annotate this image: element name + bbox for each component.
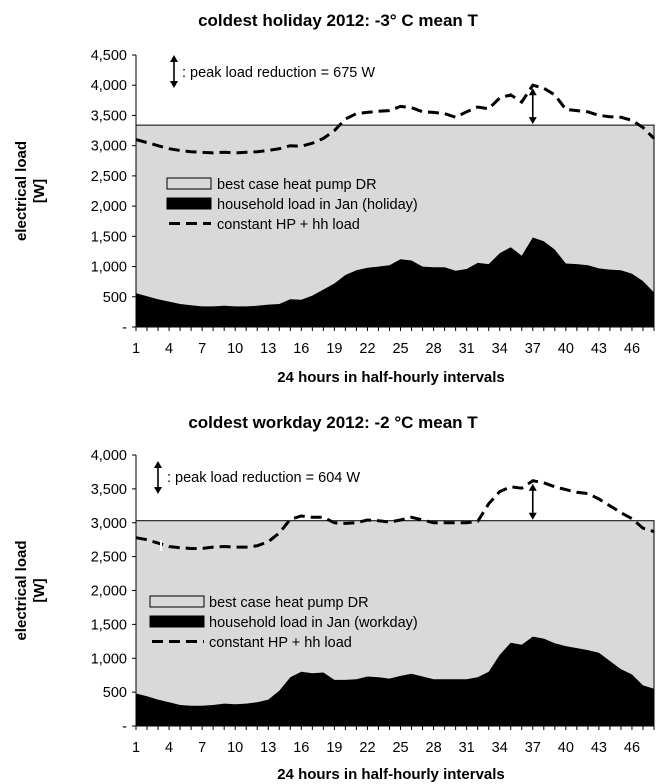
x-tick-label: 28	[426, 341, 442, 357]
arrow-head-down	[528, 512, 537, 520]
x-tick-label: 37	[525, 341, 541, 357]
arrow-head-down	[528, 117, 537, 125]
chart-title: coldest holiday 2012: -3° C mean T	[198, 11, 478, 30]
x-tick-label: 19	[326, 341, 342, 357]
y-tick-label: 4,000	[91, 448, 127, 464]
y-tick-label: 1,500	[91, 229, 127, 245]
y-tick-label: -	[122, 719, 127, 735]
peak-reduction-arrow	[528, 88, 537, 125]
x-tick-label: 1	[132, 740, 140, 756]
peak-reduction-arrow	[528, 483, 537, 520]
x-tick-label: 43	[591, 740, 607, 756]
y-tick-label: -	[122, 320, 127, 336]
x-tick-label: 7	[198, 740, 206, 756]
arrow-head-down	[154, 487, 162, 494]
constant-hp-hh-line	[135, 83, 656, 155]
household-load-area	[136, 636, 654, 726]
y-tick-label: 4,000	[91, 78, 127, 94]
y-tick-label: 3,000	[91, 139, 127, 155]
x-tick-label: 34	[492, 341, 508, 357]
y-tick-label: 3,000	[91, 516, 127, 532]
x-axis-label: 24 hours in half-hourly intervals	[277, 369, 505, 386]
y-tick-label: 4,500	[91, 48, 127, 64]
y-tick-label: 2,000	[91, 199, 127, 215]
x-tick-label: 22	[359, 740, 375, 756]
y-tick-label: 1,000	[91, 651, 127, 667]
peak-reduction-annotation: : peak load reduction = 675 W	[182, 65, 375, 81]
y-tick-label: 500	[103, 685, 127, 701]
legend-label: best case heat pump DR	[217, 177, 377, 193]
x-tick-label: 40	[558, 341, 574, 357]
y-tick-label: 3,500	[91, 482, 127, 498]
arrow-head-up	[154, 461, 162, 468]
x-tick-label: 7	[198, 341, 206, 357]
household-load-area	[136, 237, 654, 327]
arrow-head-up	[528, 88, 537, 96]
annotation-arrow	[154, 461, 162, 494]
arrow-head-up	[170, 55, 178, 62]
legend-swatch	[166, 177, 212, 190]
x-tick-label: 37	[525, 740, 541, 756]
y-axis-label-line-1: electrical load	[13, 141, 30, 241]
chart-2: coldest workday 2012: -2 °C mean T - 500 1,…	[13, 413, 655, 783]
legend-label: best case heat pump DR	[209, 595, 369, 611]
legend-label: constant HP + hh load	[217, 217, 360, 233]
x-tick-label: 28	[426, 740, 442, 756]
x-tick-label: 34	[492, 740, 508, 756]
y-axis-label-line-1: electrical load	[13, 540, 30, 640]
x-tick-label: 43	[591, 341, 607, 357]
y-axis-label-line-2: [W]	[31, 578, 48, 602]
y-tick-label: 2,500	[91, 169, 127, 185]
annotation-arrow	[170, 55, 178, 88]
x-axis-label: 24 hours in half-hourly intervals	[277, 766, 505, 783]
x-tick-label: 40	[558, 740, 574, 756]
legend-swatch	[166, 197, 212, 210]
y-tick-label: 500	[103, 290, 127, 306]
x-tick-label: 25	[392, 740, 408, 756]
y-tick-label: 1,500	[91, 617, 127, 633]
legend-label: household load in Jan (workday)	[209, 615, 418, 631]
x-tick-label: 16	[293, 740, 309, 756]
x-tick-label: 46	[624, 740, 640, 756]
y-tick-label: 3,500	[91, 108, 127, 124]
x-tick-label: 46	[624, 341, 640, 357]
x-tick-label: 19	[326, 740, 342, 756]
x-tick-label: 10	[227, 740, 243, 756]
y-axis-label-line-2: [W]	[31, 179, 48, 203]
y-axis-label: electrical load[W]	[13, 141, 48, 241]
x-tick-label: 25	[392, 341, 408, 357]
y-tick-label: 2,500	[91, 550, 127, 566]
legend-label: constant HP + hh load	[209, 635, 352, 651]
x-tick-label: 22	[359, 341, 375, 357]
constant-hp-hh-line	[135, 479, 655, 550]
y-tick-label: 1,000	[91, 260, 127, 276]
x-tick-label: 4	[165, 341, 173, 357]
x-tick-label: 1	[132, 341, 140, 357]
chart-title: coldest workday 2012: -2 °C mean T	[188, 413, 478, 432]
x-tick-label: 13	[260, 740, 276, 756]
y-tick-label: 2,000	[91, 584, 127, 600]
x-tick-label: 31	[459, 740, 475, 756]
arrow-head-down	[170, 81, 178, 88]
x-tick-label: 16	[293, 341, 309, 357]
legend-swatch	[149, 615, 205, 628]
legend-label: household load in Jan (holiday)	[217, 197, 418, 213]
legend-swatch	[149, 595, 205, 608]
arrow-head-up	[528, 483, 537, 491]
y-axis-label: electrical load[W]	[13, 540, 48, 640]
x-tick-label: 31	[459, 341, 475, 357]
x-tick-label: 13	[260, 341, 276, 357]
peak-reduction-annotation: : peak load reduction = 604 W	[167, 470, 360, 486]
chart-1: coldest holiday 2012: -3° C mean T - 500 1,…	[13, 11, 656, 386]
x-tick-label: 4	[165, 740, 173, 756]
x-tick-label: 10	[227, 341, 243, 357]
